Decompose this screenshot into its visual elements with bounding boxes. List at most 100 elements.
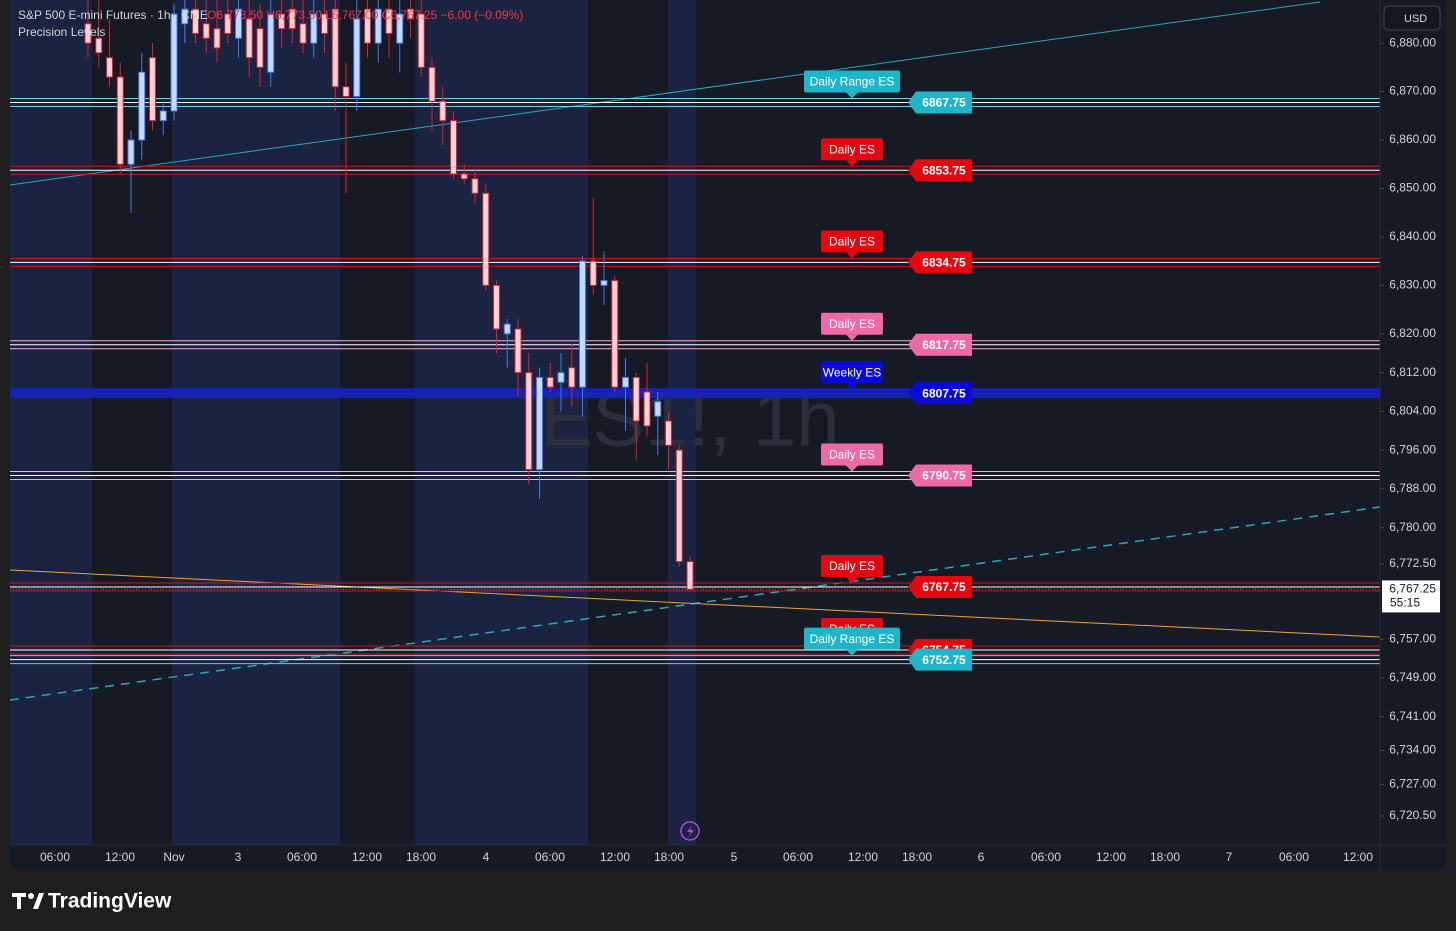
- candle-body: [407, 8, 414, 20]
- price-tag-label: 6752.75: [922, 653, 966, 667]
- level-tag-label: Daily Range ES: [810, 75, 895, 89]
- level-tag: [804, 70, 900, 93]
- price-tag: [908, 575, 972, 598]
- y-tick-label: 6,749.00: [1389, 670, 1436, 684]
- x-tick-label: 12:00: [600, 850, 630, 864]
- candle-body: [106, 57, 113, 78]
- y-tick-label: 6,840.00: [1389, 229, 1436, 243]
- candle-body: [256, 28, 264, 68]
- last-price-box: [1382, 580, 1440, 613]
- price-tag: [908, 648, 972, 671]
- price-tag-label: 6767.75: [922, 580, 966, 594]
- candle-body: [331, 8, 339, 88]
- candle-body: [557, 372, 565, 383]
- candle-body: [536, 376, 543, 470]
- level-tag: [821, 138, 883, 161]
- logo-mark: [33, 893, 44, 909]
- candle-body: [686, 561, 694, 590]
- price-tag: [908, 464, 972, 487]
- level-tag-pointer: [846, 465, 858, 472]
- candle-body: [342, 86, 350, 97]
- price-tag: [908, 251, 972, 274]
- countdown: 55:15: [1390, 596, 1420, 610]
- candle-body: [611, 280, 619, 388]
- level-tag: [821, 443, 883, 466]
- events-icon[interactable]: [687, 825, 694, 838]
- candle-body: [665, 420, 672, 446]
- x-tick-label: 12:00: [352, 850, 382, 864]
- candle-body: [568, 367, 576, 388]
- indicator-name: Precision Levels: [18, 25, 105, 39]
- session-band: [415, 0, 588, 845]
- candle-body: [417, 13, 425, 68]
- level-tag-label: Daily Range ES: [810, 632, 895, 646]
- candle-body: [654, 401, 662, 417]
- instrument-title: S&P 500 E-mini Futures · 1h · CME: [18, 8, 208, 22]
- y-tick-label: 6,734.00: [1389, 743, 1436, 757]
- logo-mark: [28, 893, 34, 899]
- price-tag-label: 6867.75: [922, 96, 966, 110]
- candle-body: [224, 13, 232, 34]
- x-tick-label: 18:00: [406, 850, 436, 864]
- candle-body: [546, 376, 554, 388]
- x-tick-label: 06:00: [535, 850, 565, 864]
- candle-body: [116, 76, 124, 165]
- candle-body: [460, 173, 468, 180]
- y-tick-label: 6,830.00: [1389, 278, 1436, 292]
- x-tick-label: 12:00: [105, 850, 135, 864]
- y-tick-label: 6,860.00: [1389, 132, 1436, 146]
- candle-body: [149, 57, 156, 122]
- candle-body: [353, 18, 361, 97]
- y-tick-label: 6,870.00: [1389, 84, 1436, 98]
- ohlc-readout: O6,773.50 H6,773.50 L6,767.00 C6,767.25 …: [207, 8, 523, 22]
- price-tag-label: 6790.75: [922, 469, 966, 483]
- level-tag: [821, 361, 883, 384]
- x-tick-label: 06:00: [1279, 850, 1309, 864]
- y-tick-label: 6,820.00: [1389, 326, 1436, 340]
- candle-body: [503, 323, 511, 335]
- candle-body: [170, 13, 178, 112]
- candle-body: [213, 28, 221, 49]
- level-tag-label: Daily ES: [829, 317, 875, 331]
- candle-body: [471, 178, 479, 194]
- currency-button[interactable]: [1383, 5, 1441, 31]
- y-tick-label: 6,772.50: [1389, 556, 1436, 570]
- x-tick-label: 12:00: [1096, 850, 1126, 864]
- price-tag: [908, 159, 972, 182]
- level-tag-label: Daily ES: [829, 235, 875, 249]
- level-tag-pointer: [846, 252, 858, 259]
- currency-label[interactable]: USD: [1404, 13, 1427, 25]
- candle-body: [439, 100, 447, 122]
- candle-body: [159, 110, 167, 122]
- level-tag-pointer: [846, 649, 858, 656]
- x-tick-label: 18:00: [1150, 850, 1180, 864]
- level-tag-pointer: [846, 160, 858, 167]
- x-tick-label: 06:00: [783, 850, 813, 864]
- candle-body: [374, 8, 382, 44]
- candle-body: [622, 376, 629, 388]
- trend-line: [10, 569, 1380, 638]
- level-tag-pointer: [846, 334, 858, 341]
- x-tick-label: 12:00: [848, 850, 878, 864]
- candle-body: [310, 13, 318, 44]
- price-tag: [908, 91, 972, 114]
- x-tick-label: 06:00: [1031, 850, 1061, 864]
- y-tick-label: 6,804.00: [1389, 404, 1436, 418]
- x-tick-label: 18:00: [654, 850, 684, 864]
- x-tick-label: 3: [235, 850, 242, 864]
- candle-body: [450, 120, 457, 175]
- price-tag-label: 6834.75: [922, 256, 966, 270]
- plot-area: ES1!, 1h Daily Range ES 6867.75 Daily ES 68…: [10, 0, 1380, 845]
- level-tag-label: Daily ES: [829, 142, 875, 156]
- candles: [84, 0, 694, 591]
- x-tick-label: 06:00: [287, 850, 317, 864]
- y-tick-label: 6,757.00: [1389, 631, 1436, 645]
- events-icon[interactable]: [680, 821, 700, 841]
- x-tick-label: 18:00: [902, 850, 932, 864]
- candle-body: [493, 284, 500, 330]
- price-tag: [908, 333, 972, 356]
- candle-body: [84, 23, 92, 44]
- level-tag: [821, 554, 883, 577]
- time-axis: 06:00 12:00 Nov 3 06:00 12:00 18:00 4 06:00 12:00…: [40, 850, 1373, 864]
